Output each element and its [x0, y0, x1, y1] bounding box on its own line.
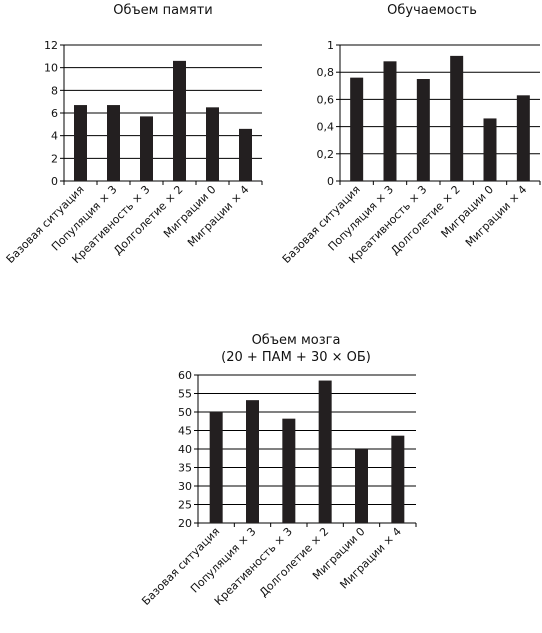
- y-tick-label: 25: [178, 499, 192, 512]
- y-tick-label: 30: [178, 480, 192, 493]
- chart-brain-volume: Объем мозга (20 + ПАМ + 30 × ОБ) 20 25 30 3…: [139, 333, 416, 608]
- chart-title: Объем мозга: [252, 333, 341, 348]
- y-tick-label: 60: [178, 369, 192, 382]
- y-tick-label: 6: [51, 107, 58, 120]
- y-tick-label: 0,4: [317, 121, 335, 134]
- y-tick-label: 35: [178, 462, 192, 475]
- bar: [107, 105, 120, 181]
- bar: [282, 419, 295, 523]
- y-tick-label: 0,2: [317, 148, 335, 161]
- y-tick-label: 40: [178, 443, 192, 456]
- y-tick-label: 0: [51, 175, 58, 188]
- x-category-label: Миграции × 4: [185, 183, 252, 250]
- bar: [450, 56, 463, 181]
- y-tick-label: 1: [327, 39, 334, 52]
- bar: [517, 95, 530, 181]
- y-tick-label: 50: [178, 406, 192, 419]
- y-tick-label: 8: [51, 84, 58, 97]
- bar: [210, 412, 223, 523]
- chart-title: Обучаемость: [387, 3, 477, 18]
- y-tick-label: 12: [44, 39, 58, 52]
- bar: [350, 78, 363, 181]
- y-tick-label: 45: [178, 425, 192, 438]
- bar: [319, 381, 332, 523]
- y-tick-label: 20: [178, 517, 192, 530]
- y-tick-label: 0,6: [317, 93, 335, 106]
- bar: [140, 116, 153, 181]
- bar: [391, 436, 404, 523]
- bar: [239, 129, 252, 181]
- bar: [74, 105, 87, 181]
- bar: [384, 61, 397, 181]
- y-tick-label: 4: [51, 130, 58, 143]
- bar: [417, 79, 430, 181]
- y-tick-label: 2: [51, 152, 58, 165]
- chart-title: Объем памяти: [113, 3, 213, 18]
- y-tick-label: 0: [327, 175, 334, 188]
- x-category-label: Популяция × 3: [188, 525, 259, 596]
- bar: [206, 107, 219, 181]
- x-category-label: Миграции × 4: [463, 183, 530, 250]
- bar: [484, 118, 497, 181]
- y-tick-label: 0,8: [317, 66, 335, 79]
- bar: [355, 449, 368, 523]
- chart-subtitle: (20 + ПАМ + 30 × ОБ): [221, 350, 371, 365]
- bar: [173, 61, 186, 181]
- bar: [246, 400, 259, 523]
- y-tick-label: 10: [44, 62, 58, 75]
- y-tick-label: 55: [178, 388, 192, 401]
